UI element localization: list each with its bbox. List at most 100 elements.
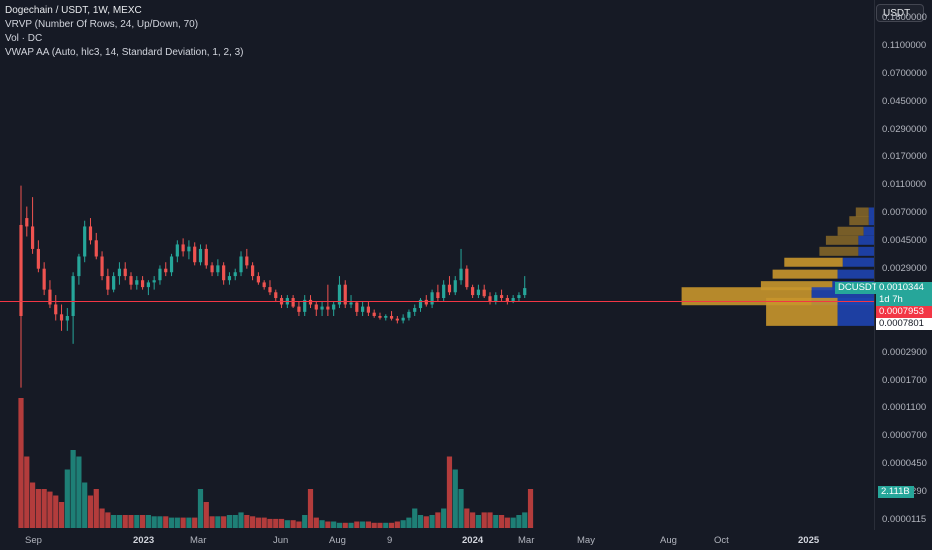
candle-body — [19, 224, 23, 316]
volume-bar — [302, 515, 308, 528]
volume-bar — [64, 469, 70, 528]
candle-body — [227, 276, 232, 281]
candle-body — [146, 282, 150, 288]
volume-bar — [244, 515, 250, 528]
candle-body — [169, 256, 174, 273]
price-axis-label: 0.0000700 — [882, 430, 927, 442]
volume-bar — [446, 456, 453, 528]
volume-bar — [261, 517, 267, 528]
price-axis-label: 0.0000450 — [882, 458, 927, 470]
volume-badge: 2.111B — [878, 486, 914, 498]
candle-body — [349, 302, 353, 305]
candle-body — [378, 316, 382, 318]
candle-body — [123, 268, 127, 277]
candle-body — [187, 246, 191, 252]
candle-body — [343, 284, 347, 305]
candle-body — [337, 284, 342, 305]
volume-bar — [429, 515, 435, 528]
time-axis-label: May — [577, 535, 595, 546]
time-axis-label: 2024 — [462, 535, 484, 546]
volume-bar — [319, 520, 325, 528]
volume-bar — [82, 482, 88, 528]
candle-body — [239, 256, 243, 273]
volume-bar — [331, 521, 337, 528]
candle-body — [83, 226, 87, 257]
candle-body — [262, 282, 266, 288]
candle-body — [175, 244, 179, 257]
volume-bar — [151, 516, 157, 528]
candle-body — [314, 304, 318, 310]
time-axis-label: Mar — [190, 535, 207, 546]
volume-bar — [354, 521, 360, 528]
volume-bar — [493, 515, 499, 528]
candle-body — [30, 226, 35, 249]
candle-body — [511, 298, 515, 302]
time-axis-label: Oct — [714, 535, 729, 546]
volume-bar — [58, 502, 65, 528]
volume-bar — [522, 512, 528, 528]
legend-symbol[interactable]: Dogechain / USDT, 1W, MEXC — [5, 5, 142, 16]
volume-bar — [273, 518, 279, 528]
volume-bar — [481, 512, 487, 528]
candle-body — [488, 296, 492, 302]
candle-body — [158, 268, 162, 281]
legend: Dogechain / USDT, 1W, MEXC VRVP (Number … — [5, 4, 243, 60]
price-axis-label: 0.0450000 — [882, 95, 927, 107]
volume-bar — [412, 508, 418, 528]
candle-body — [499, 295, 504, 299]
volume-bar — [53, 495, 59, 528]
volume-bar — [527, 489, 534, 528]
volume-bar — [388, 522, 395, 528]
volume-bar — [423, 516, 429, 528]
price-axis-label: 0.0001700 — [882, 374, 927, 386]
price-axis-label: 0.0070000 — [882, 207, 927, 219]
volume-bar — [203, 502, 209, 528]
candle-body — [430, 292, 434, 305]
symbol-tag: DCUSDT — [835, 282, 881, 294]
candle-body — [274, 292, 278, 299]
volume-bar — [24, 456, 30, 528]
candle-body — [94, 240, 98, 257]
volume-bar — [139, 515, 146, 528]
volume-bar — [163, 516, 169, 528]
candle-body — [181, 244, 185, 252]
candle-body — [366, 306, 370, 313]
volume-profile-up-bar — [784, 257, 843, 267]
candle-body — [447, 284, 452, 293]
candle-body — [100, 256, 104, 277]
legend-vrvp[interactable]: VRVP (Number Of Rows, 24, Up/Down, 70) — [5, 19, 199, 30]
volume-bar — [400, 520, 406, 528]
volume-bar — [128, 515, 134, 528]
volume-bar — [377, 522, 383, 528]
candle-body — [436, 292, 440, 299]
volume-bar — [325, 521, 331, 528]
volume-profile-up-bar — [760, 281, 833, 291]
candle-body — [453, 280, 457, 293]
price-axis-label: 0.0170000 — [882, 151, 927, 163]
volume-bar — [504, 517, 510, 528]
currency-button[interactable]: USDT — [876, 4, 924, 22]
volume-bar — [278, 518, 285, 528]
candle-body — [395, 318, 399, 321]
candle-body — [459, 268, 463, 281]
legend-volume[interactable]: Vol · DC — [5, 33, 43, 44]
volume-bar — [18, 398, 24, 528]
volume-bar — [475, 515, 482, 528]
volume-bar — [134, 515, 140, 528]
volume-profile-up-bar — [766, 297, 838, 326]
legend-vwap[interactable]: VWAP AA (Auto, hlc3, 14, Standard Deviat… — [5, 47, 244, 58]
candle-body — [216, 265, 220, 273]
volume-profile-up-bar — [837, 226, 864, 236]
candle-body — [65, 316, 69, 321]
volume-bar — [111, 515, 117, 528]
volume-bar — [186, 517, 192, 528]
candle-body — [482, 289, 486, 297]
volume-bar — [70, 450, 76, 528]
last-price-badge: 0.0010344 — [876, 282, 932, 294]
candle-body — [222, 265, 226, 281]
volume-bar — [116, 515, 123, 528]
volume-bar — [406, 517, 412, 528]
volume-bar — [157, 516, 163, 528]
